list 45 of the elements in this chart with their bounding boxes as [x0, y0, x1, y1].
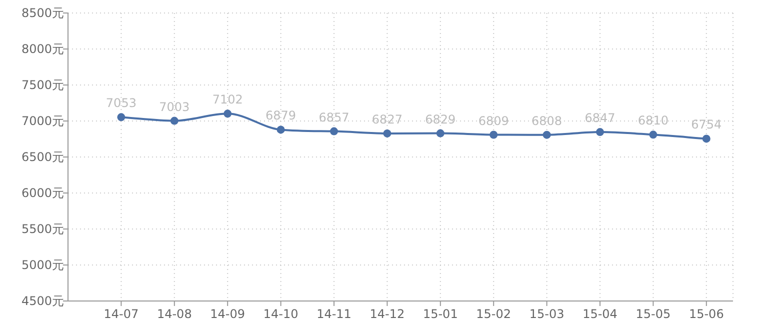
x-tick-label: 14-11 [316, 307, 352, 321]
point [383, 129, 392, 138]
data-label: 6879 [266, 108, 296, 123]
data-label: 7053 [106, 96, 136, 110]
x-tick-label: 14-12 [370, 307, 405, 321]
y-tick-label: 8500元 [21, 6, 64, 20]
y-tick-label: 5000元 [21, 258, 64, 272]
point [224, 110, 232, 118]
y-tick-label: 6000元 [21, 186, 64, 200]
point [596, 128, 604, 136]
point [330, 127, 338, 136]
x-tick-label: 14-10 [263, 307, 298, 321]
point [542, 130, 551, 139]
x-tick-label: 15-02 [476, 307, 512, 321]
data-label: 7003 [159, 100, 190, 114]
data-label: 7102 [212, 92, 243, 107]
x-tick-label: 15-01 [422, 307, 458, 321]
data-label: 6827 [372, 112, 402, 126]
point [490, 130, 498, 139]
point [117, 113, 126, 122]
y-tick-label: 7000元 [21, 114, 64, 128]
point [170, 116, 178, 125]
x-tick-label: 14-09 [210, 307, 246, 321]
x-tick-label: 14-07 [104, 307, 139, 321]
y-tick-label: 4500元 [21, 294, 64, 308]
x-tick-label: 15-04 [582, 307, 618, 321]
data-label: 6810 [638, 114, 668, 128]
data-label: 6847 [584, 111, 616, 126]
point [702, 134, 710, 143]
data-label: 6809 [478, 114, 509, 128]
y-tick-label: 5500元 [21, 222, 64, 236]
y-tick-label: 6500元 [21, 150, 64, 164]
point [649, 130, 658, 139]
y-tick-label: 7500元 [21, 78, 64, 92]
x-tick-label: 14-08 [156, 307, 192, 321]
x-tick-label: 15-03 [529, 307, 564, 321]
point [436, 129, 444, 138]
x-tick-label: 15-05 [636, 307, 671, 321]
data-label: 6857 [318, 110, 350, 124]
data-label: 6808 [532, 114, 562, 128]
data-label: 6829 [425, 112, 456, 126]
x-tick-label: 15-06 [688, 307, 724, 321]
point [276, 126, 285, 134]
data-label: 6754 [691, 118, 722, 132]
y-tick-label: 8000元 [21, 42, 64, 56]
